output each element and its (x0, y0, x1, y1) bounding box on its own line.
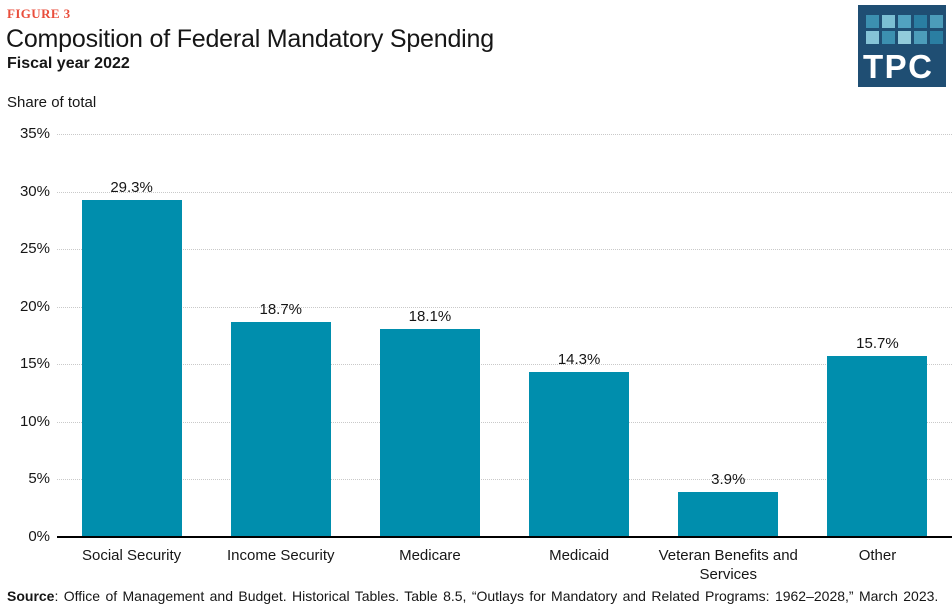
x-axis-line (57, 536, 952, 538)
source-label: Source (7, 588, 55, 604)
logo-square-icon (898, 31, 911, 44)
category-label: Medicare (399, 547, 461, 564)
bar-column: 18.1% (355, 134, 504, 537)
bar-value-label: 14.3% (557, 351, 601, 369)
y-axis-tick-label: 5% (28, 470, 50, 488)
y-axis-tick-label: 0% (28, 528, 50, 545)
source-text: : Office of Management and Budget. Histo… (54, 588, 939, 604)
logo-square-icon (914, 15, 927, 28)
bar-column: 18.7% (206, 134, 355, 537)
logo-square-icon (882, 31, 895, 44)
bars-row: 29.3% 18.7% 18.1% 14.3% 3.9% 15.7% (57, 134, 952, 537)
bar-column: 15.7% (803, 134, 952, 537)
bar-value-label: 3.9% (711, 471, 746, 489)
y-axis-title: Share of total (7, 94, 97, 111)
logo-square-icon (898, 15, 911, 28)
bar (81, 199, 182, 537)
gridline (57, 134, 952, 135)
bar-value-label: 15.7% (856, 335, 899, 353)
bar-value-label: 18.7% (259, 300, 303, 318)
logo-square-icon (930, 15, 943, 28)
gridline (57, 306, 952, 308)
gridline (57, 191, 952, 193)
bar (678, 492, 779, 537)
chart-subtitle: Fiscal year 2022 (7, 55, 130, 72)
bar-column: 29.3% (57, 134, 206, 537)
gridline (57, 421, 952, 423)
y-axis-tick-label: 25% (19, 240, 50, 258)
y-axis-tick-label: 30% (19, 182, 50, 200)
category-label: Income Security (226, 547, 335, 564)
y-axis-tick-label: 15% (19, 355, 50, 373)
logo-square-icon (914, 31, 927, 44)
bar (827, 356, 928, 537)
gridline (57, 249, 952, 251)
tpc-logo: TPC (858, 5, 946, 87)
bar (379, 328, 480, 537)
y-axis-tick-label: 35% (19, 125, 50, 142)
logo-square-icon (866, 31, 879, 44)
bar (230, 321, 331, 537)
y-axis-tick-label: 10% (19, 412, 50, 430)
logo-square-icon (930, 31, 943, 44)
plot-area: 0% 5% 10% 15% 20% 25% 30% 35% (0, 125, 952, 545)
category-label: Veteran Benefits and Services (658, 547, 798, 583)
logo-square-icon (866, 15, 879, 28)
logo-square-icon (882, 15, 895, 28)
bar-value-label: 18.1% (408, 307, 452, 325)
figure-label: FIGURE 3 (7, 6, 71, 21)
category-labels-row: Social Security Income Security Medicare Me… (57, 547, 952, 585)
tpc-logo-squares-icon (866, 15, 943, 44)
bar-column: 3.9% (654, 134, 803, 537)
category-label: Other (858, 547, 897, 564)
chart-title: Composition of Federal Mandatory Spendin… (6, 25, 494, 53)
bar-value-label: 29.3% (110, 178, 153, 196)
bar-column: 14.3% (505, 134, 654, 537)
category-label: Social Security (81, 547, 182, 564)
gridline (57, 479, 952, 481)
category-label: Medicaid (549, 547, 610, 564)
y-axis-tick-label: 20% (19, 297, 50, 315)
source-note: Source: Office of Management and Budget.… (7, 588, 947, 604)
gridline (57, 364, 952, 366)
bar (529, 372, 630, 537)
tpc-logo-text: TPC (863, 48, 934, 85)
